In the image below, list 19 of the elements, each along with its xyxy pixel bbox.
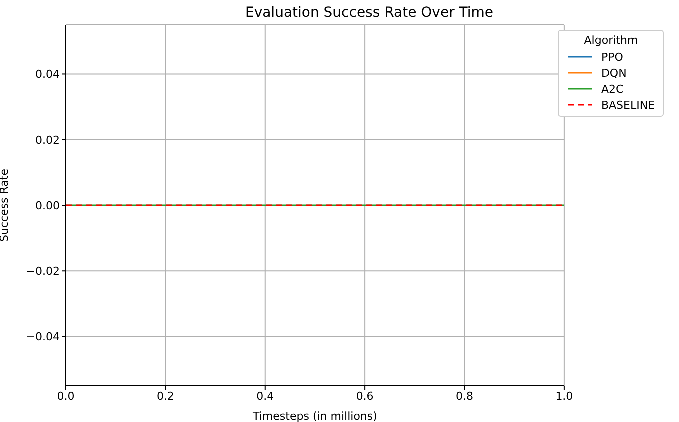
legend-title: Algorithm bbox=[583, 34, 640, 47]
x-tick-label: 0.0 bbox=[57, 390, 75, 403]
y-tick-label: −0.02 bbox=[26, 265, 60, 278]
y-axis-title: Success Rate bbox=[0, 168, 11, 242]
y-tick-label: 0.00 bbox=[36, 199, 60, 212]
y-tick-label: 0.04 bbox=[36, 68, 60, 82]
x-tick-label: 0.6 bbox=[356, 390, 374, 403]
legend-label: PPO bbox=[600, 50, 624, 65]
legend-label: DQN bbox=[600, 66, 628, 81]
y-tick-label: 0.02 bbox=[36, 134, 60, 147]
x-tick-label: 0.2 bbox=[156, 390, 174, 403]
x-tick-label: 0.8 bbox=[456, 390, 474, 403]
y-tick-label: −0.04 bbox=[26, 330, 60, 344]
x-tick-label: 0.4 bbox=[256, 390, 274, 403]
legend-label: BASELINE bbox=[600, 98, 655, 113]
chart-title: Evaluation Success Rate Over Time bbox=[244, 5, 495, 21]
legend-label: A2C bbox=[600, 82, 625, 97]
x-tick-label: 1.0 bbox=[556, 390, 574, 403]
x-axis-title: Timesteps (in millions) bbox=[252, 410, 378, 422]
